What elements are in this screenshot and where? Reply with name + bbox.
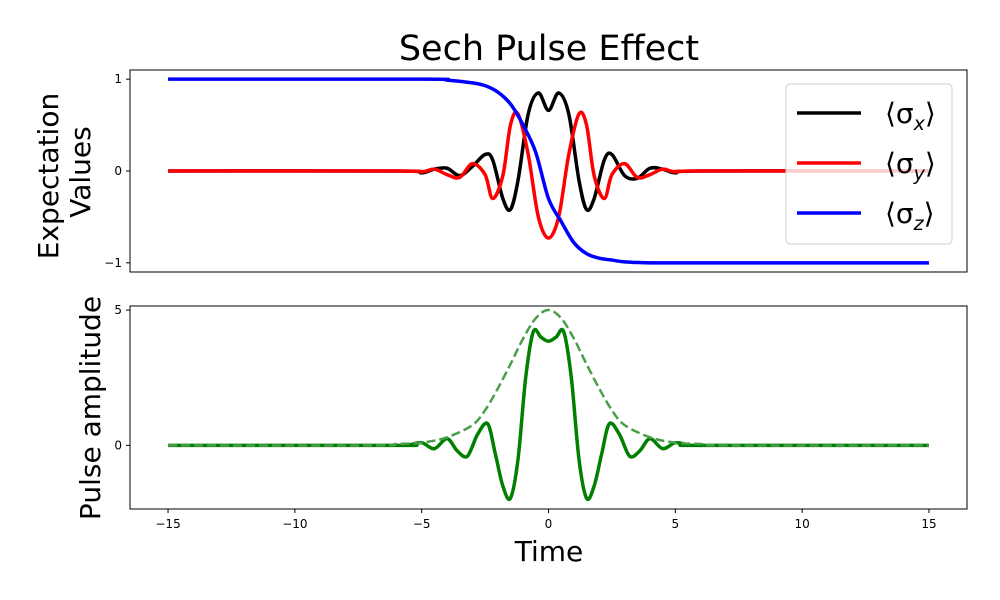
x-tick-label: −10 [282, 517, 307, 531]
legend-label: ⟨σz⟩ [885, 197, 935, 235]
top-y-ticks: 1 0 −1 [104, 72, 130, 270]
x-tick-label: −15 [155, 517, 180, 531]
series-line-sigma-y [168, 110, 929, 240]
legend: ⟨σx⟩ ⟨σy⟩ ⟨σz⟩ [785, 83, 953, 245]
y-tick-label: 1 [114, 72, 122, 86]
series-line-sigma-z [168, 77, 929, 265]
x-tick-label: 10 [794, 517, 809, 531]
y-tick-label: 0 [114, 438, 122, 452]
x-tick-label: −5 [413, 517, 431, 531]
bottom-y-ticks: 50 [114, 303, 130, 452]
bottom-y-label: Pulse amplitude [74, 296, 107, 520]
bottom-axes-frame [129, 305, 968, 510]
y-tick-label: −1 [104, 256, 122, 270]
pulse-amplitude-line [168, 327, 929, 501]
top-y-label-line2: Values [64, 126, 97, 217]
bottom-x-ticks: −15 −10 −5 0 5 10 15 [155, 509, 937, 531]
series-line-sigma-x [168, 91, 929, 213]
x-tick-label: 15 [921, 517, 936, 531]
top-y-label-line1: Expectation [32, 93, 65, 259]
top-panel: 1 0 −1 Expectation Values ⟨σx⟩ ⟨σy⟩ ⟨σz⟩ [32, 69, 968, 273]
pulse-envelope-dashed-line [168, 308, 929, 447]
legend-label: ⟨σy⟩ [885, 147, 936, 185]
top-series-lines [168, 77, 929, 265]
legend-box [785, 83, 953, 245]
legend-label: ⟨σx⟩ [885, 97, 936, 135]
x-tick-label: 0 [545, 517, 553, 531]
x-tick-label: 5 [671, 517, 679, 531]
x-axis-label: Time [514, 535, 584, 568]
y-tick-label: 5 [114, 303, 122, 317]
chart-title: Sech Pulse Effect [399, 29, 699, 69]
y-tick-label: 0 [114, 164, 122, 178]
bottom-panel: 50 −15 −10 −5 0 5 10 15 Pulse amplitude Time [74, 296, 968, 568]
bottom-series-lines [168, 308, 929, 501]
